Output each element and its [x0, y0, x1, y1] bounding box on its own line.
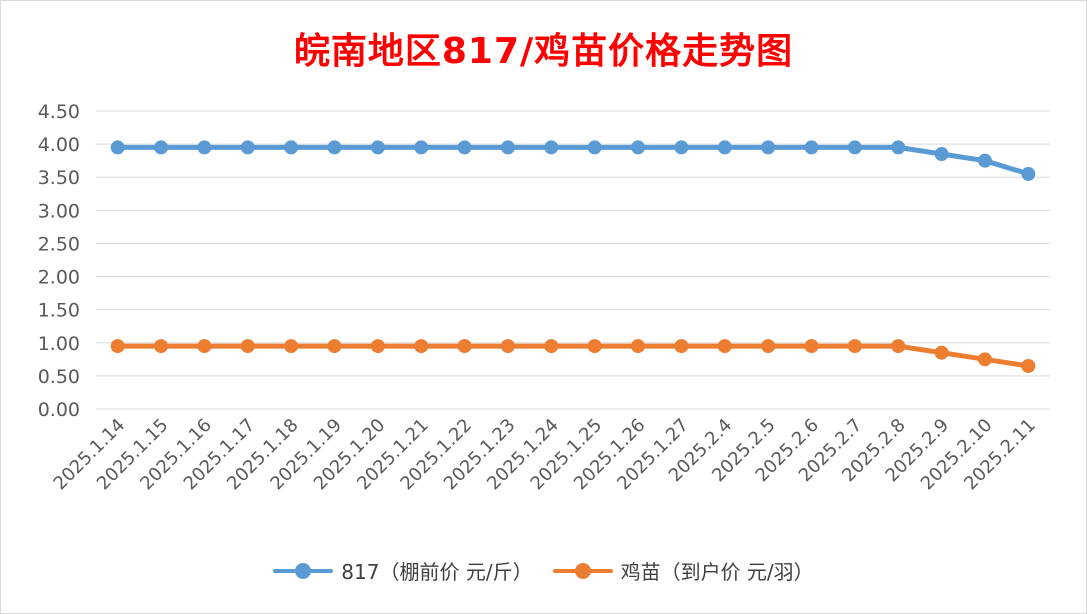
- data-point: [631, 339, 646, 354]
- data-point: [761, 140, 776, 155]
- data-point: [370, 339, 385, 354]
- data-point: [544, 140, 559, 155]
- data-point: [457, 339, 472, 354]
- data-point: [457, 140, 472, 155]
- data-point: [1021, 166, 1036, 181]
- data-point: [717, 140, 732, 155]
- data-point: [717, 339, 732, 354]
- data-point: [847, 140, 862, 155]
- data-point: [891, 140, 906, 155]
- data-point: [154, 140, 169, 155]
- data-point: [544, 339, 559, 354]
- data-point: [891, 339, 906, 354]
- data-point: [1021, 358, 1036, 373]
- data-point: [154, 339, 169, 354]
- y-tick-label: 1.00: [38, 333, 80, 355]
- chart-title: 皖南地区817/鸡苗价格走势图: [293, 31, 794, 72]
- data-point: [240, 140, 255, 155]
- data-point: [631, 140, 646, 155]
- legend-item-817[interactable]: 817（棚前价 元/斤）: [273, 556, 533, 585]
- data-point: [761, 339, 776, 354]
- data-point: [197, 140, 212, 155]
- y-tick-label: 0.50: [38, 366, 80, 388]
- data-point: [977, 352, 992, 367]
- series-line-1: [115, 343, 1031, 369]
- data-point: [977, 153, 992, 168]
- data-point: [240, 339, 255, 354]
- y-tick-label: 2.00: [38, 267, 80, 289]
- legend-swatch-chick: [552, 559, 613, 583]
- series-line-0: [115, 144, 1031, 177]
- y-tick-label: 4.00: [38, 134, 80, 156]
- data-point: [847, 339, 862, 354]
- y-tick-label: 2.50: [38, 233, 80, 255]
- data-point: [110, 339, 125, 354]
- y-tick-label: 4.50: [38, 101, 80, 123]
- legend-label-817: 817（棚前价 元/斤）: [341, 560, 533, 584]
- data-point: [110, 140, 125, 155]
- data-point: [934, 345, 949, 360]
- y-tick-label: 0.00: [38, 399, 80, 421]
- y-tick-label: 1.50: [38, 300, 80, 322]
- data-point: [327, 339, 342, 354]
- data-point: [500, 339, 515, 354]
- legend-label-chick: 鸡苗（到户价 元/羽）: [620, 560, 814, 584]
- data-point: [804, 140, 819, 155]
- data-point: [197, 339, 212, 354]
- data-point: [500, 140, 515, 155]
- data-point: [674, 140, 689, 155]
- data-point: [587, 140, 602, 155]
- data-point: [414, 339, 429, 354]
- y-tick-label: 3.00: [38, 200, 80, 222]
- data-point: [414, 140, 429, 155]
- data-point: [370, 140, 385, 155]
- y-tick-label: 3.50: [38, 167, 80, 189]
- legend-swatch-817: [273, 559, 334, 583]
- legend: 817（棚前价 元/斤） 鸡苗（到户价 元/羽）: [0, 556, 1087, 585]
- data-point: [284, 140, 299, 155]
- data-point: [587, 339, 602, 354]
- data-point: [284, 339, 299, 354]
- legend-item-chick[interactable]: 鸡苗（到户价 元/羽）: [552, 556, 814, 585]
- data-point: [804, 339, 819, 354]
- data-point: [327, 140, 342, 155]
- data-point: [674, 339, 689, 354]
- data-point: [934, 147, 949, 162]
